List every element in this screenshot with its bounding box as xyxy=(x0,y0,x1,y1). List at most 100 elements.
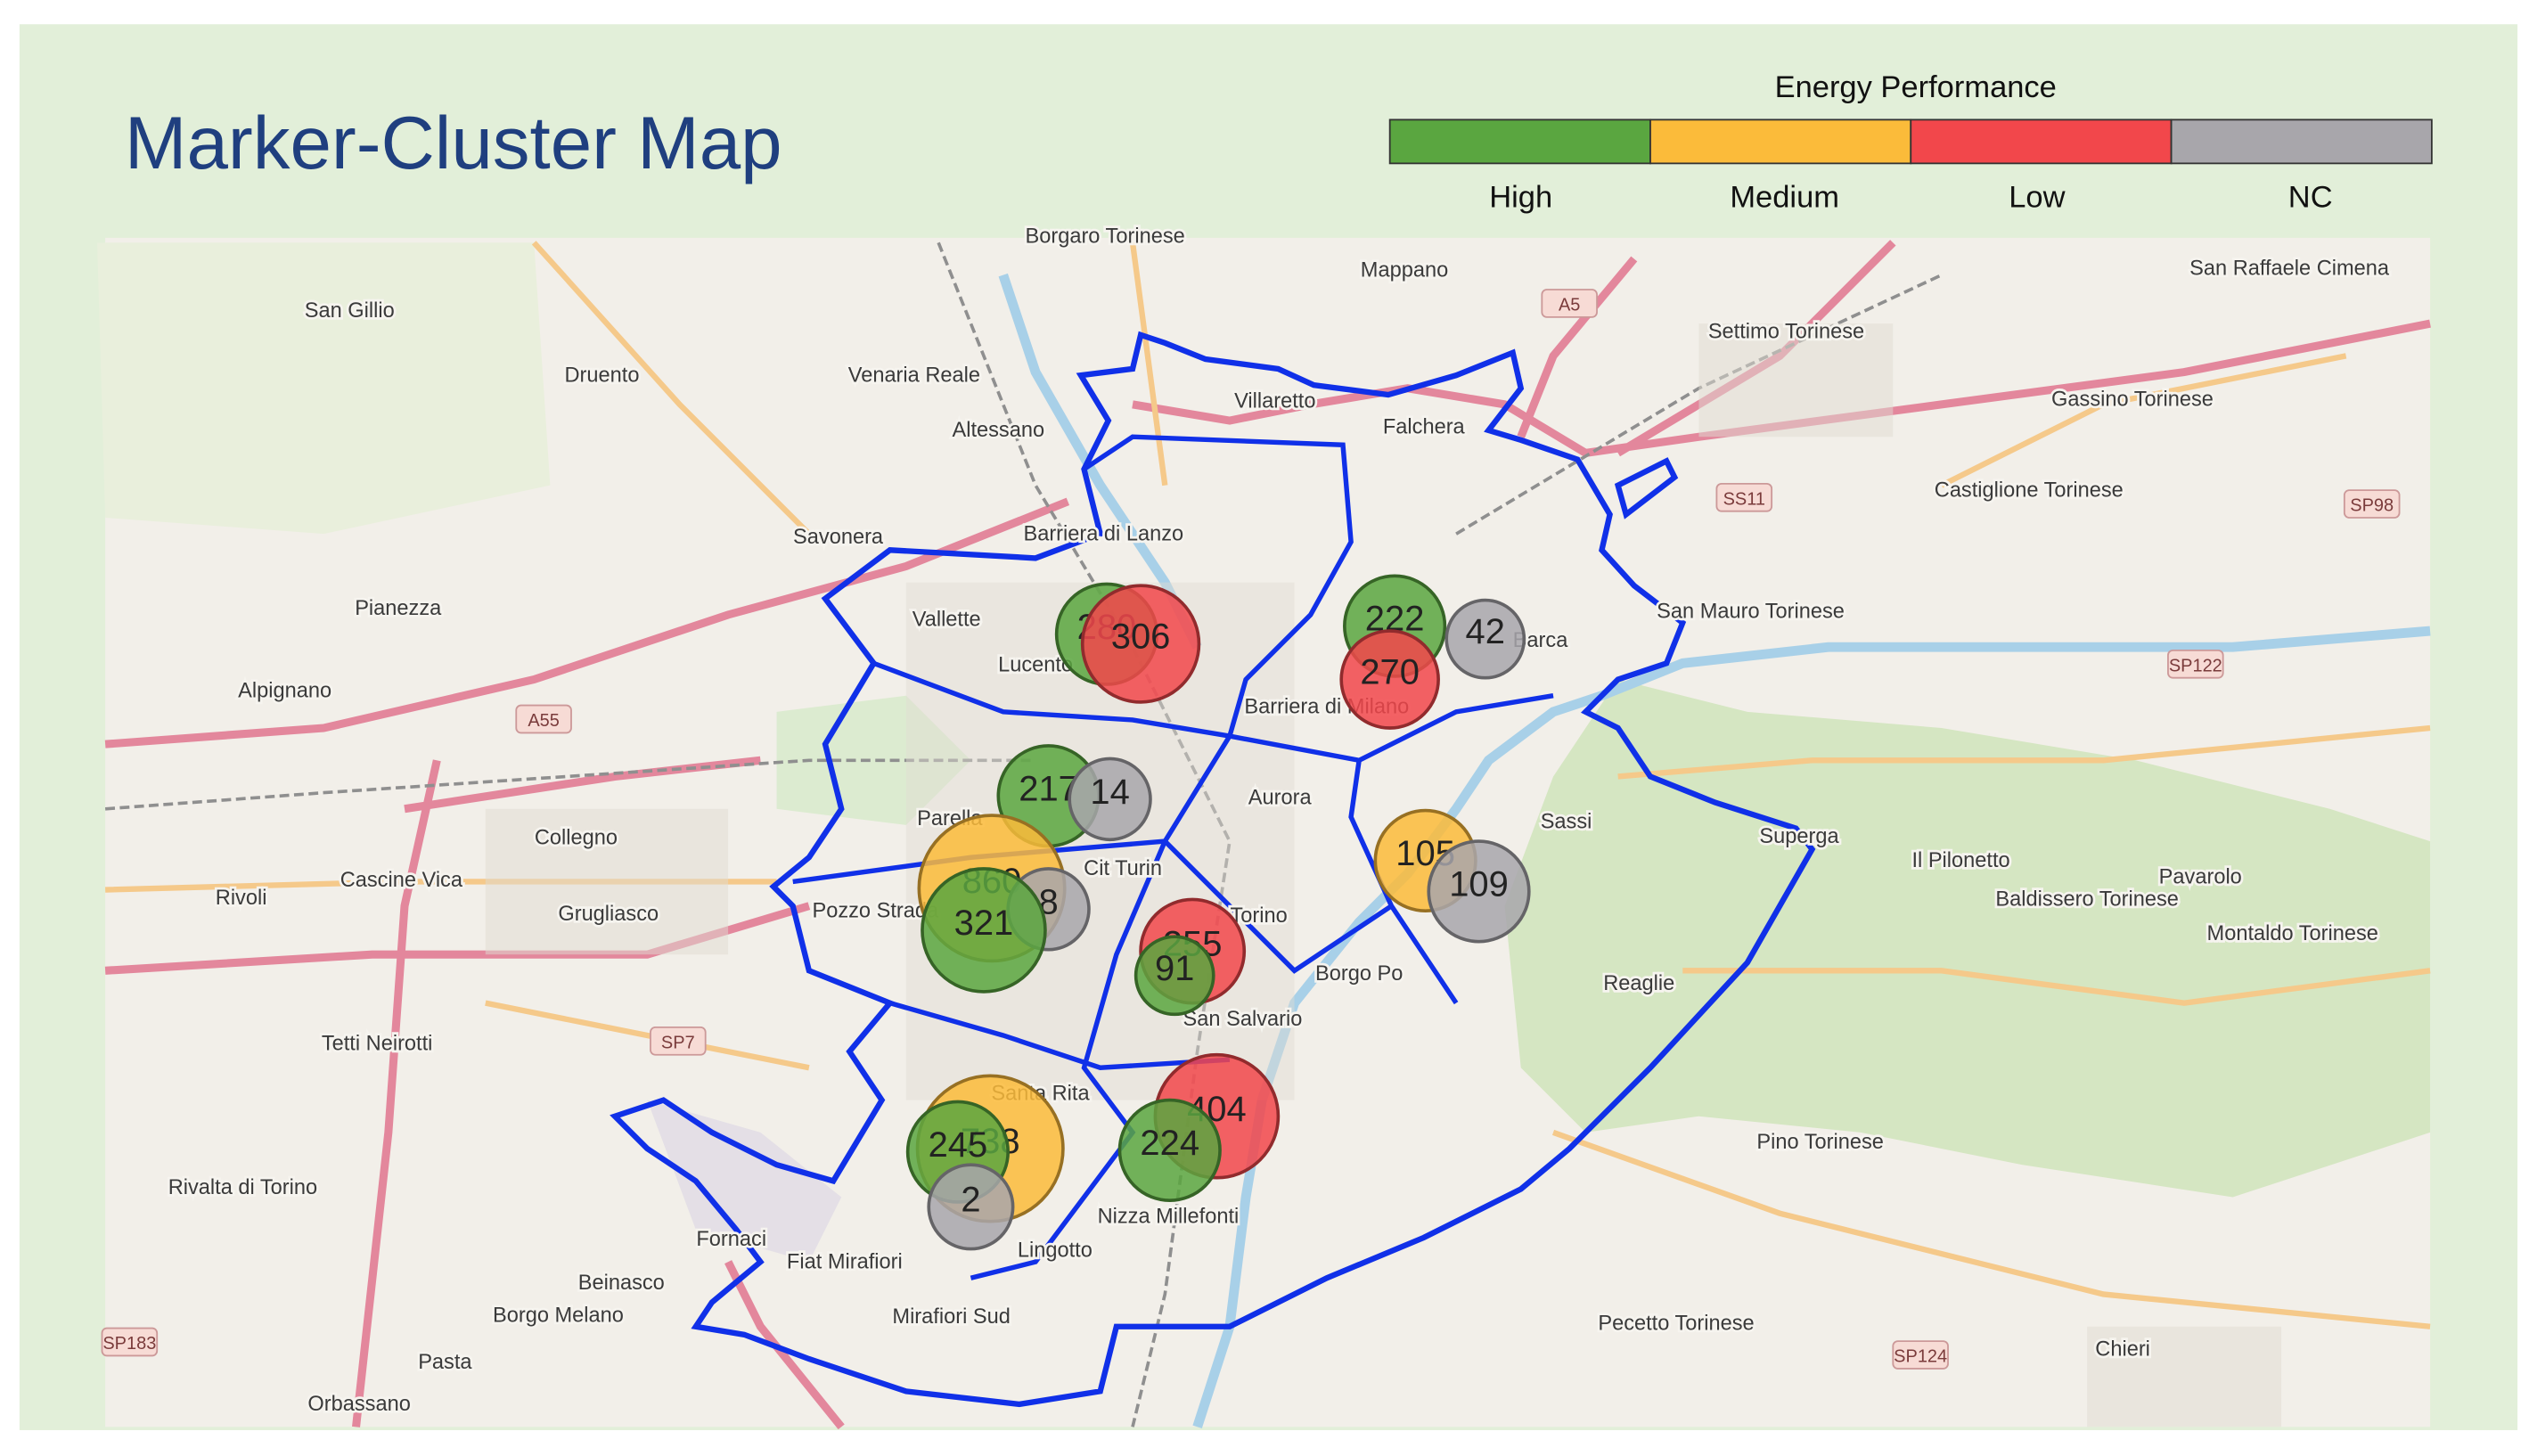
cluster-marker[interactable] xyxy=(1080,584,1201,704)
cluster-marker[interactable] xyxy=(1427,839,1531,944)
place-label: San Salvario xyxy=(1183,1008,1303,1031)
cluster-count: 224 xyxy=(1140,1124,1199,1163)
road-label: SP98 xyxy=(2350,496,2394,516)
place-label: Il Pilonetto xyxy=(1911,849,2009,872)
place-label: Sassi xyxy=(1541,811,1592,834)
place-label: Beinasco xyxy=(578,1272,665,1295)
place-label: Mirafiori Sud xyxy=(892,1305,1010,1329)
place-label: Settimo Torinese xyxy=(1708,320,1864,343)
place-label: Mappano xyxy=(1361,258,1448,282)
place-label: Borgaro Torinese xyxy=(1026,225,1185,248)
place-label: Aurora xyxy=(1248,786,1313,809)
place-label: Fornaci xyxy=(696,1228,766,1251)
place-label: Cit Turin xyxy=(1084,857,1162,880)
place-label: Montaldo Torinese xyxy=(2207,922,2378,945)
place-label: Cascine Vica xyxy=(340,869,463,892)
cluster-count: 42 xyxy=(1466,612,1505,651)
cluster-marker[interactable] xyxy=(1068,757,1152,842)
road-label: SP122 xyxy=(2169,656,2222,675)
place-label: Pianezza xyxy=(355,597,442,620)
road-shield xyxy=(101,1327,159,1357)
clusters: 2803062224227021714860832110510925591738… xyxy=(905,574,1531,1251)
district-boundaries xyxy=(792,434,1554,1280)
place-label: Altessano xyxy=(952,419,1044,442)
place-label: Reaglie xyxy=(1603,972,1674,995)
title: Marker-Cluster Map xyxy=(125,101,782,184)
cluster-marker[interactable] xyxy=(921,867,1047,994)
place-label: Savonera xyxy=(793,526,884,549)
place-label: Superga xyxy=(1759,825,1839,848)
legend-swatch xyxy=(2170,119,2433,165)
place-label: Borgo Melano xyxy=(493,1304,624,1327)
place-label: Pino Torinese xyxy=(1756,1131,1884,1154)
park xyxy=(776,695,971,825)
place-label: Castiglione Torinese xyxy=(1935,479,2124,502)
road-labels: A55 A5 SS11 SP98 SP122 SP7 SP183 SP124 xyxy=(101,289,2401,1370)
place-label: Borgo Po xyxy=(1315,962,1403,986)
place-label: San Gillio xyxy=(305,299,395,323)
place-label: Venaria Reale xyxy=(848,364,980,387)
legend-label: High xyxy=(1489,180,1552,214)
place-label: Druento xyxy=(565,364,640,387)
road-shield xyxy=(1892,1340,1949,1370)
place-label: Lingotto xyxy=(1018,1239,1093,1263)
place-labels: Borgaro Torinese San Gillio Druento Venaria… xyxy=(166,223,2393,1419)
cluster-count: 245 xyxy=(929,1125,988,1165)
place-label: Vallette xyxy=(913,609,981,632)
legend-swatch xyxy=(1649,119,1912,165)
place-label: Baldissero Torinese xyxy=(1995,888,2178,912)
place-label: Rivoli xyxy=(216,887,267,910)
place-label: Fiat Mirafiori xyxy=(787,1250,903,1273)
road-shield xyxy=(2167,649,2224,679)
road-shield xyxy=(1715,482,1773,512)
place-label: Gassino Torinese xyxy=(2051,389,2214,412)
industrial xyxy=(647,1100,842,1263)
place-label: San Mauro Torinese xyxy=(1657,601,1845,624)
place-label: Alpignano xyxy=(238,680,331,703)
place-label: Falchera xyxy=(1383,416,1466,439)
place-label: Pavarolo xyxy=(2159,865,2242,888)
road-label: SP7 xyxy=(661,1033,695,1052)
cluster-count: 321 xyxy=(954,904,1014,943)
legend-swatch xyxy=(1910,119,2173,165)
park xyxy=(97,242,551,535)
legend-label: NC xyxy=(2288,180,2333,214)
city-boundary xyxy=(610,331,1816,1408)
place-label: Barriera di Lanzo xyxy=(1023,522,1183,545)
cluster-marker[interactable] xyxy=(1444,598,1526,680)
place-label: Tetti Neirotti xyxy=(322,1032,433,1055)
place-label: Villaretto xyxy=(1234,390,1315,413)
place-label: Nizza Millefonti xyxy=(1098,1206,1240,1229)
road-label: SP124 xyxy=(1894,1347,1947,1367)
place-label: Chieri xyxy=(2095,1337,2150,1361)
legend-label: Medium xyxy=(1730,180,1839,214)
cluster-count: 109 xyxy=(1449,864,1509,904)
road-shield xyxy=(2343,489,2401,519)
legend-swatch xyxy=(1388,119,1651,165)
map: Borgaro Torinese San Gillio Druento Venaria… xyxy=(97,223,2431,1430)
place-label: Orbassano xyxy=(307,1393,410,1416)
place-label: Pasta xyxy=(418,1351,472,1374)
place-label: Grugliasco xyxy=(558,903,659,926)
cluster-count: 2 xyxy=(961,1181,980,1220)
cluster-marker[interactable] xyxy=(1133,935,1215,1017)
cluster-marker[interactable] xyxy=(927,1163,1015,1251)
cluster-count: 14 xyxy=(1090,773,1129,812)
cluster-marker[interactable] xyxy=(1117,1098,1222,1202)
road-shield xyxy=(1541,289,1598,318)
legend-title: Energy Performance xyxy=(1775,70,2057,104)
place-label: Pecetto Torinese xyxy=(1598,1312,1754,1335)
road-label: SS11 xyxy=(1723,489,1765,509)
road-label: A5 xyxy=(1559,296,1580,315)
place-label: Collegno xyxy=(535,827,618,850)
legend: High Medium Low NC xyxy=(1388,119,2433,214)
road-label: SP183 xyxy=(102,1334,156,1354)
cluster-count: 306 xyxy=(1111,618,1171,657)
road-label: A55 xyxy=(528,711,560,731)
cluster-count: 270 xyxy=(1360,653,1420,692)
cluster-marker[interactable] xyxy=(1339,629,1440,730)
place-label: Rivalta di Torino xyxy=(168,1176,317,1199)
place-label: San Raffaele Cimena xyxy=(2189,258,2390,281)
road-shield xyxy=(515,704,572,734)
